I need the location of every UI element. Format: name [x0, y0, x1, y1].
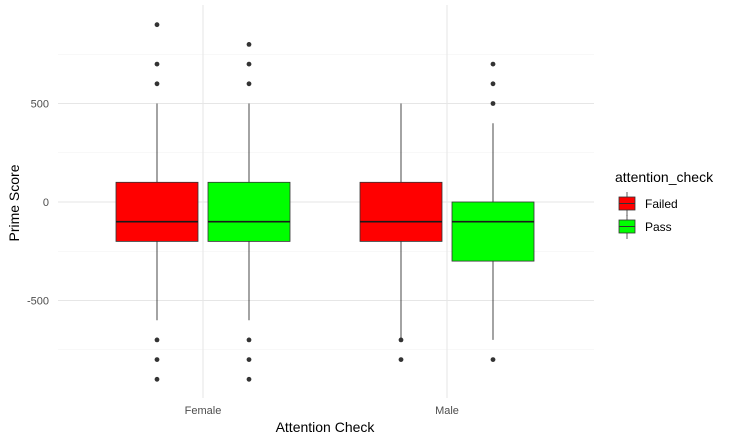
legend: attention_check Failed Pass: [615, 169, 714, 239]
y-tick-label: 500: [31, 99, 49, 111]
outlier-point: [154, 357, 160, 362]
outlier-point: [154, 376, 160, 382]
box-failed-female: [115, 22, 199, 382]
outlier-point: [246, 376, 252, 382]
outlier-point: [246, 337, 252, 343]
legend-label: Pass: [645, 220, 672, 234]
box-failed-male: [359, 103, 443, 362]
outlier-point: [490, 101, 496, 106]
outlier-point: [154, 81, 160, 87]
outlier-point: [490, 357, 496, 362]
x-tick-label: Female: [185, 405, 222, 417]
x-axis-title: Attention Check: [276, 419, 376, 435]
legend-label: Failed: [645, 197, 678, 211]
legend-item-failed: Failed: [618, 192, 678, 216]
outlier-point: [154, 61, 160, 67]
box-rect: [359, 181, 443, 242]
box-pass-male: [451, 61, 535, 362]
boxes: [115, 22, 535, 382]
y-axis-title: Prime Score: [6, 164, 22, 241]
legend-title: attention_check: [615, 169, 714, 185]
box-rect: [207, 181, 291, 242]
y-tick-label: -500: [27, 296, 49, 308]
outlier-point: [398, 357, 404, 362]
outlier-point: [490, 61, 496, 67]
outlier-point: [246, 357, 252, 362]
outlier-point: [246, 61, 252, 67]
outlier-point: [154, 337, 160, 343]
tick-labels: -500 0 500 Female Male: [27, 99, 459, 418]
box-rect: [451, 201, 535, 262]
y-tick-label: 0: [43, 197, 49, 209]
x-tick-label: Male: [435, 405, 459, 417]
box-pass-female: [207, 42, 291, 382]
outlier-point: [246, 81, 252, 87]
outlier-point: [246, 42, 252, 47]
legend-item-pass: Pass: [618, 215, 672, 239]
outlier-point: [398, 337, 404, 343]
outlier-point: [490, 81, 496, 87]
box-rect: [115, 181, 199, 242]
outlier-point: [154, 22, 160, 28]
